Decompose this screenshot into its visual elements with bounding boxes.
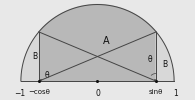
Polygon shape	[21, 4, 174, 81]
Text: B: B	[162, 60, 168, 69]
Text: θ: θ	[148, 55, 152, 64]
Polygon shape	[21, 32, 39, 81]
Text: −1: −1	[14, 89, 25, 98]
Text: θ: θ	[44, 70, 49, 80]
Text: sinθ: sinθ	[149, 89, 163, 95]
Text: −cosθ: −cosθ	[28, 89, 50, 95]
Text: 0: 0	[95, 89, 100, 98]
Text: B: B	[32, 52, 37, 61]
Polygon shape	[156, 32, 174, 81]
Text: 1: 1	[173, 89, 178, 98]
Text: A: A	[103, 36, 110, 46]
Polygon shape	[39, 4, 156, 81]
